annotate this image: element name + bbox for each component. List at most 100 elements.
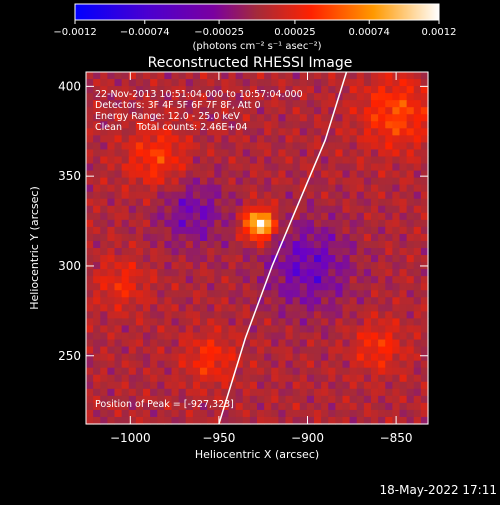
heatmap-cell	[299, 156, 308, 165]
heatmap-cell	[135, 226, 144, 235]
heatmap-cell	[86, 72, 94, 80]
heatmap-cell	[178, 149, 187, 158]
heatmap-cell	[171, 100, 180, 108]
heatmap-cell	[207, 100, 215, 108]
heatmap-cell	[292, 262, 301, 270]
heatmap-cell	[192, 367, 201, 376]
heatmap-cell	[150, 395, 158, 404]
heatmap-cell	[299, 114, 308, 122]
heatmap-cell	[306, 248, 315, 256]
heatmap-cell	[192, 163, 201, 172]
heatmap-cell	[114, 367, 123, 376]
heatmap-cell	[192, 318, 201, 327]
heatmap-cell	[349, 332, 358, 341]
heatmap-cell	[285, 79, 294, 87]
heatmap-cell	[171, 114, 180, 122]
heatmap-cell	[363, 304, 372, 312]
heatmap-cell	[192, 283, 201, 291]
heatmap-cell	[385, 240, 393, 249]
heatmap-cell	[121, 409, 130, 418]
heatmap-cell	[349, 212, 358, 221]
heatmap-cell	[164, 86, 173, 94]
heatmap-cell	[299, 149, 308, 158]
heatmap-cell	[342, 395, 351, 404]
heatmap-cell	[242, 191, 251, 200]
heatmap-cell	[114, 170, 123, 179]
heatmap-cell	[349, 248, 358, 256]
heatmap-cell	[371, 121, 379, 129]
heatmap-cell	[242, 409, 251, 418]
heatmap-cell	[306, 86, 315, 94]
heatmap-cell	[321, 388, 329, 397]
heatmap-cell	[185, 402, 194, 411]
heatmap-cell	[413, 276, 422, 284]
heatmap-cell	[249, 170, 258, 179]
heatmap-cell	[192, 107, 201, 115]
heatmap-cell	[299, 332, 308, 341]
heatmap-cell	[171, 233, 180, 242]
heatmap-cell	[392, 283, 401, 291]
heatmap-cell	[107, 156, 116, 165]
heatmap-cell	[264, 121, 272, 129]
heatmap-cell	[378, 240, 386, 249]
heatmap-cell	[306, 332, 315, 341]
heatmap-cell	[342, 79, 351, 87]
heatmap-cell	[406, 121, 415, 129]
heatmap-cell	[342, 149, 351, 158]
heatmap-cell	[135, 283, 144, 291]
annotation-clean-counts: Clean Total counts: 2.46E+04	[95, 122, 247, 133]
heatmap-cell	[207, 311, 215, 319]
heatmap-cell	[107, 255, 116, 263]
heatmap-cell	[100, 219, 108, 228]
heatmap-cell	[221, 290, 230, 298]
heatmap-cell	[257, 184, 265, 193]
heatmap-cell	[178, 416, 187, 425]
heatmap-cell	[249, 353, 258, 362]
heatmap-cell	[114, 374, 123, 383]
heatmap-cell	[143, 212, 151, 221]
heatmap-cell	[200, 325, 208, 334]
heatmap-cell	[299, 339, 308, 348]
heatmap-cell	[100, 226, 108, 235]
heatmap-cell	[214, 177, 222, 186]
heatmap-cell	[100, 248, 108, 256]
heatmap-cell	[342, 156, 351, 165]
heatmap-cell	[271, 402, 279, 411]
heatmap-cell	[221, 128, 230, 136]
heatmap-cell	[143, 86, 151, 94]
heatmap-cell	[356, 240, 365, 249]
heatmap-cell	[271, 79, 279, 87]
heatmap-cell	[228, 135, 237, 143]
heatmap-cell	[164, 346, 173, 355]
heatmap-cell	[207, 416, 215, 425]
heatmap-cell	[271, 381, 279, 390]
heatmap-cell	[114, 79, 123, 87]
heatmap-cell	[363, 226, 372, 235]
heatmap-cell	[192, 72, 201, 80]
heatmap-cell	[378, 290, 386, 298]
heatmap-cell	[264, 409, 272, 418]
heatmap-cell	[228, 346, 237, 355]
heatmap-cell	[100, 402, 108, 411]
heatmap-cell	[292, 72, 301, 80]
colorbar-tick-label: 0.00025	[274, 27, 315, 38]
heatmap-cell	[235, 367, 244, 376]
heatmap-cell	[214, 163, 222, 172]
heatmap-cell	[356, 318, 365, 327]
heatmap-cell	[192, 402, 201, 411]
heatmap-cell	[371, 388, 379, 397]
heatmap-cell	[207, 332, 215, 341]
heatmap-cell	[392, 128, 401, 136]
heatmap-cell	[356, 107, 365, 115]
heatmap-cell	[413, 283, 422, 291]
heatmap-cell	[164, 149, 173, 158]
heatmap-cell	[200, 388, 208, 397]
heatmap-cell	[356, 226, 365, 235]
heatmap-cell	[135, 262, 144, 270]
heatmap-cell	[171, 142, 180, 151]
heatmap-cell	[100, 142, 108, 151]
heatmap-cell	[413, 149, 422, 158]
heatmap-cell	[321, 93, 329, 101]
heatmap-cell	[121, 248, 130, 256]
heatmap-cell	[107, 276, 116, 284]
